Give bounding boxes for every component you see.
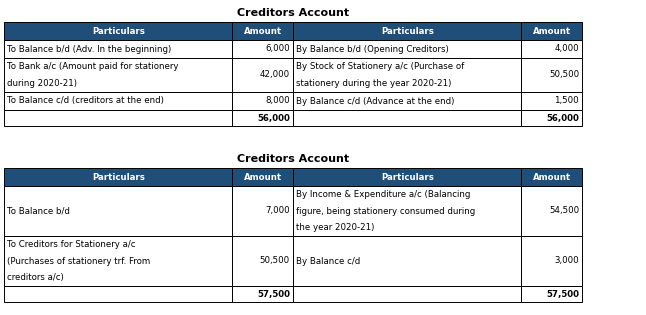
Text: 6,000: 6,000 bbox=[266, 44, 290, 54]
Text: 1,500: 1,500 bbox=[554, 96, 579, 106]
Text: To Balance c/d (creditors at the end): To Balance c/d (creditors at the end) bbox=[7, 96, 164, 106]
Bar bbox=[4, 110, 233, 126]
Bar bbox=[4, 22, 233, 40]
Bar bbox=[293, 110, 521, 126]
Bar bbox=[4, 168, 233, 186]
Bar bbox=[233, 110, 293, 126]
Text: Particulars: Particulars bbox=[380, 173, 433, 181]
Text: Creditors Account: Creditors Account bbox=[237, 154, 349, 164]
Bar bbox=[521, 40, 582, 58]
Bar bbox=[293, 40, 521, 58]
Text: 50,500: 50,500 bbox=[549, 71, 579, 79]
Bar bbox=[521, 286, 582, 302]
Bar bbox=[4, 286, 233, 302]
Text: Particulars: Particulars bbox=[92, 26, 145, 36]
Text: the year 2020-21): the year 2020-21) bbox=[296, 223, 375, 232]
Bar bbox=[233, 236, 293, 286]
Text: 54,500: 54,500 bbox=[549, 207, 579, 215]
Text: (Purchases of stationery trf. From: (Purchases of stationery trf. From bbox=[7, 256, 151, 266]
Bar bbox=[4, 186, 233, 236]
Bar bbox=[521, 92, 582, 110]
Bar bbox=[233, 92, 293, 110]
Bar bbox=[4, 92, 233, 110]
Text: during 2020-21): during 2020-21) bbox=[7, 79, 77, 88]
Bar bbox=[293, 236, 521, 286]
Bar bbox=[293, 168, 521, 186]
Bar bbox=[521, 168, 582, 186]
Bar bbox=[233, 22, 293, 40]
Bar bbox=[233, 168, 293, 186]
Text: 57,500: 57,500 bbox=[546, 289, 579, 299]
Text: stationery during the year 2020-21): stationery during the year 2020-21) bbox=[296, 79, 452, 88]
Bar bbox=[293, 186, 521, 236]
Bar bbox=[293, 92, 521, 110]
Bar bbox=[233, 40, 293, 58]
Bar bbox=[293, 58, 521, 92]
Text: By Balance c/d: By Balance c/d bbox=[296, 256, 360, 266]
Bar bbox=[521, 58, 582, 92]
Text: By Balance c/d (Advance at the end): By Balance c/d (Advance at the end) bbox=[296, 96, 454, 106]
Text: creditors a/c): creditors a/c) bbox=[7, 273, 64, 282]
Text: 56,000: 56,000 bbox=[257, 113, 290, 123]
Text: Particulars: Particulars bbox=[380, 26, 433, 36]
Text: To Creditors for Stationery a/c: To Creditors for Stationery a/c bbox=[7, 240, 136, 249]
Bar bbox=[233, 286, 293, 302]
Bar bbox=[4, 58, 233, 92]
Bar bbox=[521, 236, 582, 286]
Text: 57,500: 57,500 bbox=[257, 289, 290, 299]
Text: 3,000: 3,000 bbox=[554, 256, 579, 266]
Bar bbox=[4, 40, 233, 58]
Text: 56,000: 56,000 bbox=[546, 113, 579, 123]
Text: Amount: Amount bbox=[244, 173, 282, 181]
Text: By Income & Expenditure a/c (Balancing: By Income & Expenditure a/c (Balancing bbox=[296, 190, 470, 199]
Bar bbox=[293, 286, 521, 302]
Text: Creditors Account: Creditors Account bbox=[237, 8, 349, 18]
Bar bbox=[4, 236, 233, 286]
Text: 50,500: 50,500 bbox=[260, 256, 290, 266]
Text: By Balance b/d (Opening Creditors): By Balance b/d (Opening Creditors) bbox=[296, 44, 449, 54]
Text: Amount: Amount bbox=[533, 26, 571, 36]
Text: Particulars: Particulars bbox=[92, 173, 145, 181]
Text: 7,000: 7,000 bbox=[266, 207, 290, 215]
Bar bbox=[233, 186, 293, 236]
Bar bbox=[521, 22, 582, 40]
Text: By Stock of Stationery a/c (Purchase of: By Stock of Stationery a/c (Purchase of bbox=[296, 62, 464, 71]
Text: 42,000: 42,000 bbox=[260, 71, 290, 79]
Text: Amount: Amount bbox=[244, 26, 282, 36]
Bar bbox=[233, 58, 293, 92]
Text: To Balance b/d: To Balance b/d bbox=[7, 207, 70, 215]
Bar bbox=[521, 186, 582, 236]
Bar bbox=[521, 110, 582, 126]
Text: 4,000: 4,000 bbox=[554, 44, 579, 54]
Text: Amount: Amount bbox=[533, 173, 571, 181]
Text: To Balance b/d (Adv. In the beginning): To Balance b/d (Adv. In the beginning) bbox=[7, 44, 171, 54]
Text: To Bank a/c (Amount paid for stationery: To Bank a/c (Amount paid for stationery bbox=[7, 62, 178, 71]
Bar bbox=[293, 22, 521, 40]
Text: 8,000: 8,000 bbox=[266, 96, 290, 106]
Text: figure, being stationery consumed during: figure, being stationery consumed during bbox=[296, 207, 475, 215]
